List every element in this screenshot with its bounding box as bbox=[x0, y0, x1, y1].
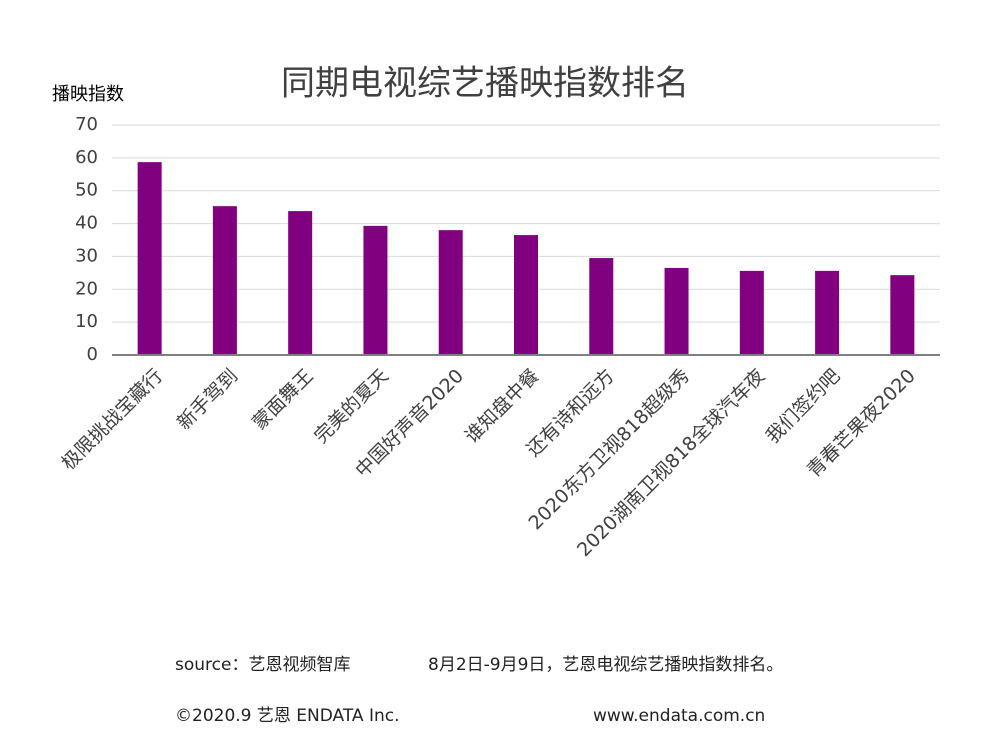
bar bbox=[589, 258, 614, 355]
note: 8月2日-9月9日，艺恩电视综艺播映指数排名。 bbox=[428, 655, 783, 675]
y-tick-label: 40 bbox=[75, 213, 98, 234]
chart-title: 同期电视综艺播映指数排名 bbox=[281, 64, 689, 104]
x-tick-label: 谁知盘中餐 bbox=[461, 365, 544, 448]
bar bbox=[739, 270, 764, 355]
y-tick-label: 30 bbox=[75, 245, 98, 266]
y-axis-label: 播映指数 bbox=[52, 84, 124, 105]
x-tick-label: 完美的夏天 bbox=[310, 365, 393, 448]
y-tick-label: 0 bbox=[87, 344, 98, 365]
bar bbox=[438, 230, 463, 355]
bar bbox=[137, 162, 162, 355]
bar bbox=[212, 206, 237, 355]
bar bbox=[514, 235, 538, 355]
bar bbox=[363, 225, 388, 355]
x-tick-label: 蒙面舞王 bbox=[248, 365, 317, 434]
bar bbox=[664, 267, 689, 355]
y-tick-label: 10 bbox=[75, 311, 98, 332]
y-tick-label: 70 bbox=[75, 114, 98, 135]
bar bbox=[288, 211, 313, 355]
x-tick-label: 极限挑战宝藏行 bbox=[57, 365, 167, 475]
x-tick-label: 新手驾到 bbox=[173, 365, 242, 434]
y-tick-label: 60 bbox=[75, 147, 98, 168]
website: www.endata.com.cn bbox=[593, 706, 765, 726]
bar bbox=[890, 275, 915, 355]
x-tick-label: 我们签约吧 bbox=[762, 365, 845, 448]
bar bbox=[815, 270, 840, 355]
y-tick-label: 50 bbox=[75, 180, 98, 201]
source: source：艺恩视频智库 bbox=[175, 655, 350, 675]
y-tick-label: 20 bbox=[75, 278, 98, 299]
copyright: ©2020.9 艺恩 ENDATA Inc. bbox=[175, 706, 400, 726]
